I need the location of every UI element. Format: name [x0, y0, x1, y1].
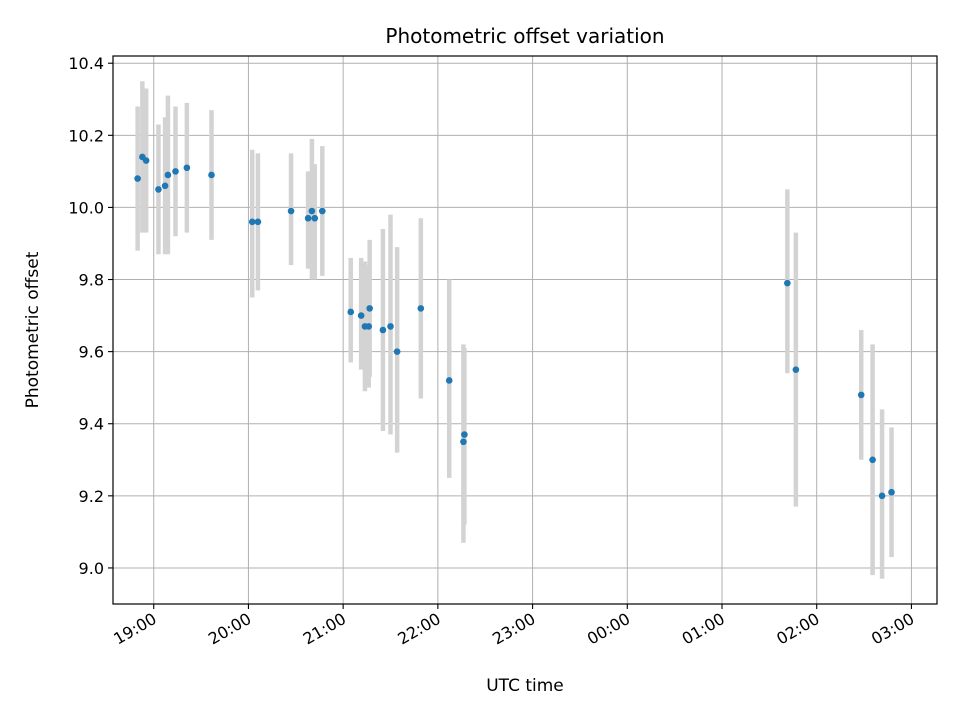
data-point: [319, 207, 326, 215]
data-point: [784, 279, 791, 287]
data-point: [357, 312, 365, 319]
y-axis-label: Photometric offset: [23, 251, 43, 408]
y-tick-label: 10.2: [68, 126, 104, 145]
chart-title: Photometric offset variation: [385, 24, 664, 48]
data-point: [155, 186, 162, 193]
data-point: [878, 492, 886, 500]
data-point: [142, 157, 150, 164]
data-point: [366, 305, 373, 312]
y-tick-label: 9.8: [79, 271, 104, 290]
y-tick-label: 10.4: [68, 54, 104, 73]
data-point: [792, 366, 800, 373]
data-point: [287, 207, 295, 215]
data-point: [460, 438, 467, 446]
y-tick-label: 9.0: [79, 559, 104, 578]
data-point: [248, 218, 256, 226]
data-point: [365, 323, 373, 330]
data-point: [857, 391, 865, 399]
plot-frame: [112, 55, 938, 605]
x-axis-label: UTC time: [486, 676, 564, 696]
data-point: [161, 182, 169, 190]
data-point: [308, 207, 316, 215]
data-point: [393, 348, 401, 355]
data-points: [134, 153, 895, 500]
data-point: [417, 305, 425, 312]
grid-lines: [113, 56, 937, 604]
data-point: [134, 175, 141, 182]
data-point: [164, 171, 172, 179]
data-point: [869, 456, 876, 464]
y-axis-ticks: 9.0 9.2 9.4 9.6 9.8 10.0 10.2 10.4: [68, 54, 113, 578]
y-tick-label: 9.4: [79, 415, 104, 434]
y-tick-label: 9.6: [79, 343, 104, 362]
data-point: [208, 171, 215, 179]
data-point: [445, 377, 453, 384]
data-point: [461, 431, 468, 438]
data-point: [304, 214, 312, 222]
data-point: [888, 488, 895, 496]
y-tick-label: 9.2: [79, 487, 104, 506]
data-point: [183, 164, 191, 172]
data-point: [172, 168, 179, 175]
data-point: [379, 326, 387, 334]
data-point: [254, 218, 262, 226]
data-point: [347, 308, 355, 316]
data-point: [387, 323, 394, 330]
y-tick-label: 10.0: [68, 198, 104, 217]
data-point: [311, 214, 319, 222]
